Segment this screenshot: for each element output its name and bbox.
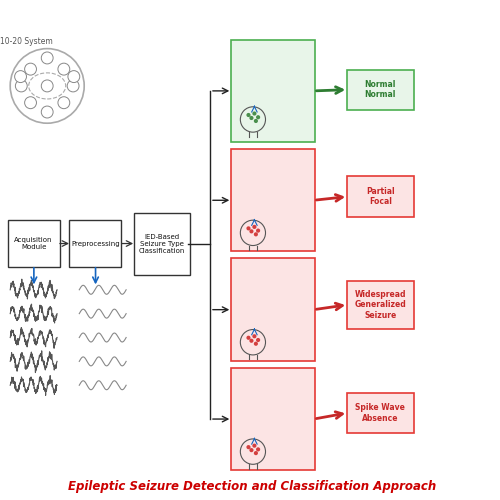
Circle shape	[42, 80, 53, 92]
Circle shape	[24, 63, 36, 75]
Circle shape	[252, 334, 256, 338]
Text: Normal
Normal: Normal Normal	[364, 80, 396, 100]
Text: IED-Based
Seizure Type
Classification: IED-Based Seizure Type Classification	[138, 234, 185, 254]
Circle shape	[42, 106, 53, 118]
Circle shape	[42, 52, 53, 64]
Circle shape	[254, 119, 258, 123]
Circle shape	[254, 342, 258, 346]
Circle shape	[252, 225, 256, 229]
Circle shape	[250, 338, 254, 343]
FancyBboxPatch shape	[230, 149, 315, 252]
FancyBboxPatch shape	[70, 220, 121, 268]
Circle shape	[246, 445, 250, 449]
Circle shape	[254, 451, 258, 455]
Circle shape	[68, 70, 80, 83]
FancyBboxPatch shape	[346, 281, 414, 328]
Text: Epileptic Seizure Detection and Classification Approach: Epileptic Seizure Detection and Classifi…	[68, 480, 436, 492]
FancyBboxPatch shape	[230, 368, 315, 470]
Circle shape	[246, 113, 250, 117]
Circle shape	[256, 228, 260, 232]
Circle shape	[250, 448, 254, 452]
Circle shape	[16, 80, 27, 92]
FancyBboxPatch shape	[346, 176, 414, 216]
Circle shape	[250, 230, 254, 234]
Circle shape	[252, 112, 256, 116]
Circle shape	[246, 226, 250, 230]
FancyBboxPatch shape	[346, 392, 414, 433]
Text: Preprocessing: Preprocessing	[71, 241, 120, 247]
Circle shape	[14, 70, 26, 83]
FancyBboxPatch shape	[230, 258, 315, 361]
Circle shape	[256, 115, 260, 119]
Text: Partial
Focal: Partial Focal	[366, 187, 394, 206]
Circle shape	[250, 116, 254, 120]
Circle shape	[252, 444, 256, 448]
FancyBboxPatch shape	[134, 212, 190, 275]
Circle shape	[58, 63, 70, 75]
Text: 10-20 System: 10-20 System	[0, 36, 53, 46]
Circle shape	[24, 96, 36, 108]
Circle shape	[67, 80, 79, 92]
FancyBboxPatch shape	[8, 220, 60, 268]
Circle shape	[254, 232, 258, 236]
Circle shape	[246, 336, 250, 340]
Circle shape	[256, 338, 260, 342]
Text: Widespread
Generalized
Seizure: Widespread Generalized Seizure	[354, 290, 406, 320]
Circle shape	[58, 96, 70, 108]
Text: Spike Wave
Absence: Spike Wave Absence	[356, 403, 405, 422]
FancyBboxPatch shape	[230, 40, 315, 142]
Circle shape	[256, 448, 260, 452]
Text: Acquisition
Module: Acquisition Module	[14, 238, 53, 250]
FancyBboxPatch shape	[346, 70, 414, 110]
